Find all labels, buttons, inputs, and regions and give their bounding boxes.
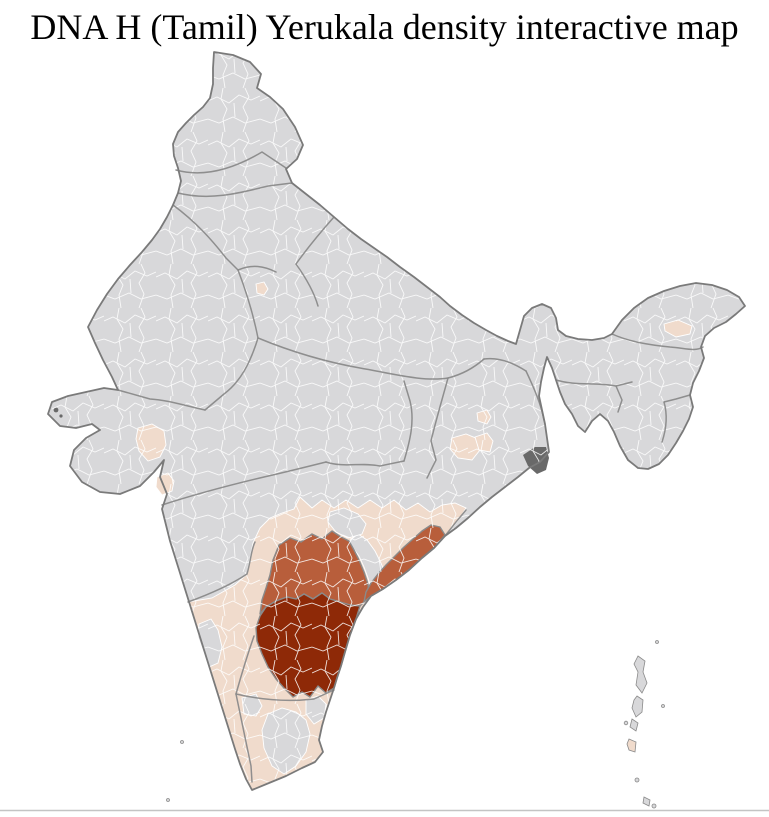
india-outline [47,51,746,791]
nicobar-islet-b[interactable] [651,803,657,809]
page-title: DNA H (Tamil) Yerukala density interacti… [30,7,739,47]
andaman-island-south[interactable] [629,718,639,732]
great-nicobar-island[interactable] [642,796,651,807]
nicobar-islet-a[interactable] [634,777,640,783]
andaman-island-north[interactable] [633,655,648,694]
little-andaman-island[interactable] [626,738,637,753]
lakshadweep-islands[interactable] [166,740,184,802]
district-mesh-overlay [48,52,745,790]
andaman-islet-c[interactable] [661,704,665,708]
lakshadweep-islet-b[interactable] [166,798,170,802]
andaman-islet-a[interactable] [623,720,629,726]
andaman-nicobar-islands[interactable] [623,640,665,809]
andaman-island-middle[interactable] [631,695,644,718]
state-borders [117,151,704,783]
andaman-islet-b[interactable] [655,640,659,644]
lakshadweep-islet-a[interactable] [180,740,184,744]
